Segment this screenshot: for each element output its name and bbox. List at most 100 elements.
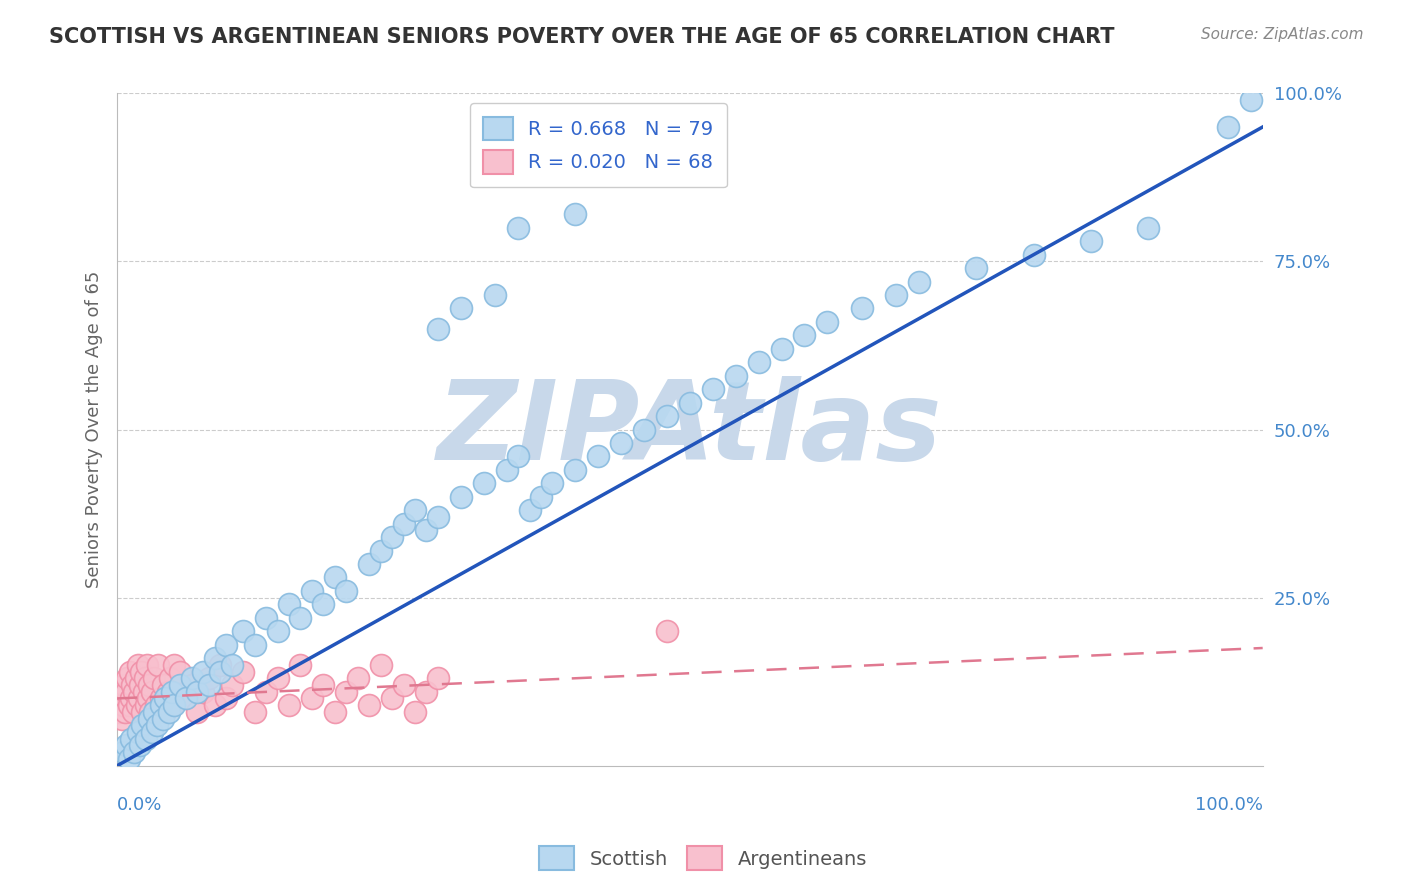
Point — [155, 691, 177, 706]
Point — [160, 698, 183, 713]
Point — [157, 705, 180, 719]
Text: 0.0%: 0.0% — [117, 796, 163, 814]
Point — [748, 355, 770, 369]
Point — [135, 731, 157, 746]
Point — [1080, 234, 1102, 248]
Point — [392, 516, 415, 531]
Point — [152, 712, 174, 726]
Point — [204, 698, 226, 713]
Legend: R = 0.668   N = 79, R = 0.020   N = 68: R = 0.668 N = 79, R = 0.020 N = 68 — [470, 103, 727, 187]
Point — [186, 705, 208, 719]
Point — [198, 671, 221, 685]
Point — [129, 739, 152, 753]
Point — [174, 691, 197, 706]
Point — [254, 684, 277, 698]
Point — [129, 678, 152, 692]
Point — [221, 678, 243, 692]
Point — [124, 745, 146, 759]
Point — [115, 684, 138, 698]
Point — [450, 490, 472, 504]
Point — [965, 261, 987, 276]
Point — [392, 678, 415, 692]
Point — [254, 611, 277, 625]
Point — [191, 665, 214, 679]
Point — [141, 684, 163, 698]
Point — [232, 665, 254, 679]
Point — [131, 718, 153, 732]
Point — [243, 705, 266, 719]
Point — [633, 423, 655, 437]
Text: SCOTTISH VS ARGENTINEAN SENIORS POVERTY OVER THE AGE OF 65 CORRELATION CHART: SCOTTISH VS ARGENTINEAN SENIORS POVERTY … — [49, 27, 1115, 46]
Point — [301, 691, 323, 706]
Point — [136, 657, 159, 672]
Point — [141, 725, 163, 739]
Point — [209, 657, 232, 672]
Y-axis label: Seniors Poverty Over the Age of 65: Seniors Poverty Over the Age of 65 — [86, 271, 103, 588]
Point — [1240, 93, 1263, 107]
Point — [564, 463, 586, 477]
Point — [111, 698, 134, 713]
Point — [290, 657, 312, 672]
Point — [323, 570, 346, 584]
Point — [484, 288, 506, 302]
Point — [426, 321, 449, 335]
Point — [278, 698, 301, 713]
Point — [198, 678, 221, 692]
Point — [169, 665, 191, 679]
Point — [415, 684, 437, 698]
Point — [266, 624, 288, 639]
Point — [111, 745, 134, 759]
Point — [114, 705, 136, 719]
Point — [679, 395, 702, 409]
Point — [278, 597, 301, 611]
Point — [138, 712, 160, 726]
Point — [588, 450, 610, 464]
Point — [266, 671, 288, 685]
Point — [426, 671, 449, 685]
Point — [359, 557, 381, 571]
Point — [163, 698, 186, 713]
Point — [146, 718, 169, 732]
Point — [564, 207, 586, 221]
Point — [155, 705, 177, 719]
Point — [472, 476, 495, 491]
Point — [142, 671, 165, 685]
Point — [415, 524, 437, 538]
Point — [884, 288, 907, 302]
Point — [1022, 248, 1045, 262]
Point — [115, 739, 138, 753]
Point — [335, 684, 357, 698]
Point — [174, 691, 197, 706]
Point — [209, 665, 232, 679]
Point — [122, 705, 145, 719]
Point — [117, 698, 139, 713]
Point — [149, 698, 172, 713]
Point — [381, 530, 404, 544]
Point — [404, 503, 426, 517]
Point — [180, 671, 202, 685]
Point — [506, 220, 529, 235]
Point — [243, 638, 266, 652]
Legend: Scottish, Argentineans: Scottish, Argentineans — [531, 838, 875, 878]
Point — [118, 665, 141, 679]
Point — [530, 490, 553, 504]
Point — [312, 678, 335, 692]
Point — [121, 678, 143, 692]
Point — [156, 684, 179, 698]
Point — [142, 705, 165, 719]
Point — [312, 597, 335, 611]
Point — [506, 450, 529, 464]
Point — [519, 503, 541, 517]
Point — [221, 657, 243, 672]
Point — [404, 705, 426, 719]
Point — [1218, 120, 1240, 134]
Point — [323, 705, 346, 719]
Point — [186, 684, 208, 698]
Text: 100.0%: 100.0% — [1195, 796, 1263, 814]
Point — [851, 301, 873, 316]
Point — [129, 665, 152, 679]
Point — [132, 684, 155, 698]
Point — [152, 678, 174, 692]
Point — [112, 678, 135, 692]
Point — [127, 725, 149, 739]
